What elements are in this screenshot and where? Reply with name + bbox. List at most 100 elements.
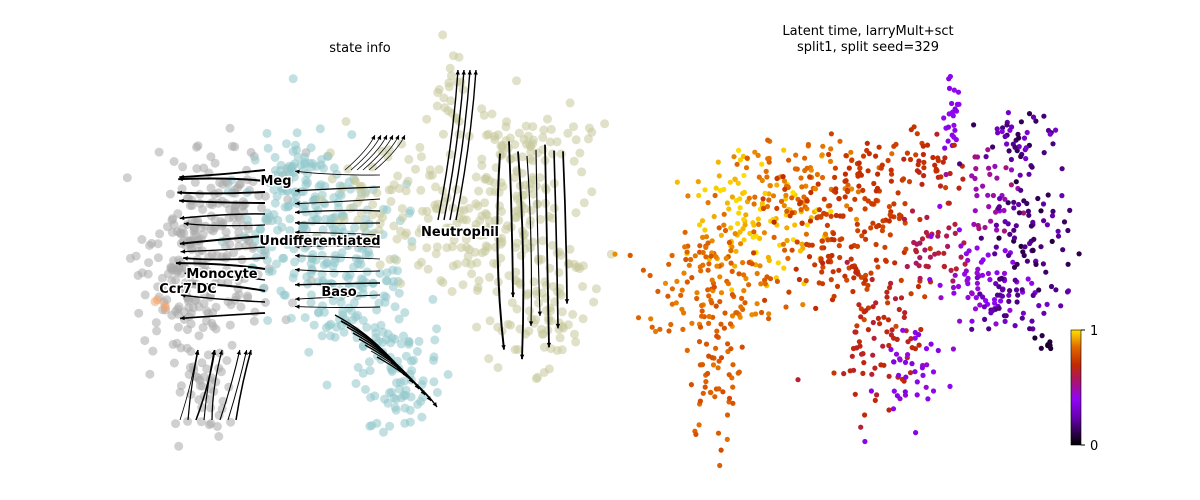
latent-time-point [709, 238, 715, 244]
latent-time-point [1015, 292, 1021, 298]
latent-time-point [853, 216, 860, 222]
latent-time-point [770, 193, 777, 199]
cell-point [206, 403, 216, 413]
latent-time-point [922, 247, 928, 253]
cell-point [386, 196, 396, 206]
cell-point [534, 298, 544, 308]
latent-time-point [903, 374, 909, 380]
cell-point [185, 201, 195, 211]
latent-time-point [985, 270, 992, 277]
latent-time-point [901, 156, 907, 162]
cell-point [417, 412, 427, 422]
latent-time-point [837, 237, 843, 243]
latent-time-point [950, 284, 957, 291]
cell-point [282, 139, 291, 149]
cell-point [329, 163, 339, 173]
latent-time-point [709, 277, 715, 283]
latent-time-point [612, 251, 618, 257]
cell-point [184, 370, 194, 379]
cell-point [407, 242, 417, 252]
latent-time-point [721, 211, 727, 217]
latent-time-point [842, 178, 848, 184]
cell-point [432, 227, 442, 236]
cell-point [321, 323, 331, 333]
latent-time-point [923, 346, 930, 352]
streamline [294, 255, 381, 260]
streamline-arrowhead [295, 244, 300, 249]
latent-time-point [974, 245, 980, 251]
latent-time-point [1002, 248, 1008, 254]
latent-time-point [958, 243, 964, 249]
cell-point [428, 294, 438, 304]
cell-point [322, 380, 332, 390]
streamline [219, 349, 241, 421]
latent-time-point [909, 345, 915, 351]
cell-point [367, 421, 377, 430]
latent-time-point [765, 137, 771, 143]
streamline-arrowhead [473, 70, 478, 75]
latent-time-point [952, 230, 958, 236]
cell-point [375, 218, 385, 228]
cell-point [353, 310, 363, 320]
latent-time-point [862, 438, 868, 445]
latent-time-point [718, 232, 725, 238]
streamline-arrowhead [183, 256, 188, 261]
cell-point [543, 114, 552, 124]
cell-point [217, 196, 227, 206]
latent-time-point [982, 224, 988, 231]
latent-time-point [695, 179, 701, 185]
latent-time-point [703, 379, 709, 385]
latent-time-point [828, 213, 834, 219]
latent-time-point [809, 242, 815, 248]
latent-time-point [908, 336, 914, 342]
latent-time-point [682, 244, 688, 250]
latent-time-point [1001, 207, 1007, 214]
latent-time-point [893, 351, 900, 357]
latent-time-point [799, 184, 805, 190]
latent-time-point [698, 268, 704, 274]
cell-point [145, 240, 155, 250]
cell-point [173, 322, 183, 332]
latent-time-point [946, 111, 952, 117]
cell-point [306, 290, 316, 300]
cell-point [507, 298, 517, 308]
streamline-arrowhead [295, 253, 300, 258]
latent-time-point [713, 345, 719, 351]
streamline [294, 198, 381, 205]
latent-time-point [962, 261, 968, 267]
latent-time-point [808, 189, 814, 196]
cell-point [397, 204, 407, 214]
cell-point [403, 176, 413, 186]
latent-time-point [873, 241, 879, 248]
latent-time-point [825, 237, 831, 243]
latent-time-point [956, 185, 962, 191]
cell-point [300, 313, 310, 323]
latent-time-point [880, 218, 886, 224]
latent-time-point [686, 262, 692, 268]
latent-time-point [945, 124, 952, 130]
latent-time-point [657, 326, 663, 332]
latent-time-point [753, 311, 759, 317]
cell-point [464, 203, 474, 213]
latent-time-point [893, 323, 899, 329]
latent-time-point [679, 287, 685, 293]
streamline-arrowhead [180, 315, 185, 321]
latent-time-point [932, 251, 938, 257]
latent-time-point [840, 213, 846, 219]
cell-point [263, 143, 273, 153]
latent-time-point [917, 275, 923, 281]
cell-point [325, 148, 335, 158]
latent-time-point [714, 328, 720, 334]
cell-point [288, 147, 298, 156]
latent-time-point [763, 168, 769, 174]
latent-time-point [947, 383, 953, 389]
latent-time-point [862, 277, 869, 283]
cell-point [167, 215, 177, 225]
latent-time-point [994, 227, 1000, 233]
cell-point [445, 223, 455, 233]
cell-point [243, 293, 253, 303]
cell-point [546, 344, 556, 354]
cell-point [531, 374, 541, 384]
latent-time-point [728, 225, 734, 231]
cell-point [154, 147, 164, 157]
